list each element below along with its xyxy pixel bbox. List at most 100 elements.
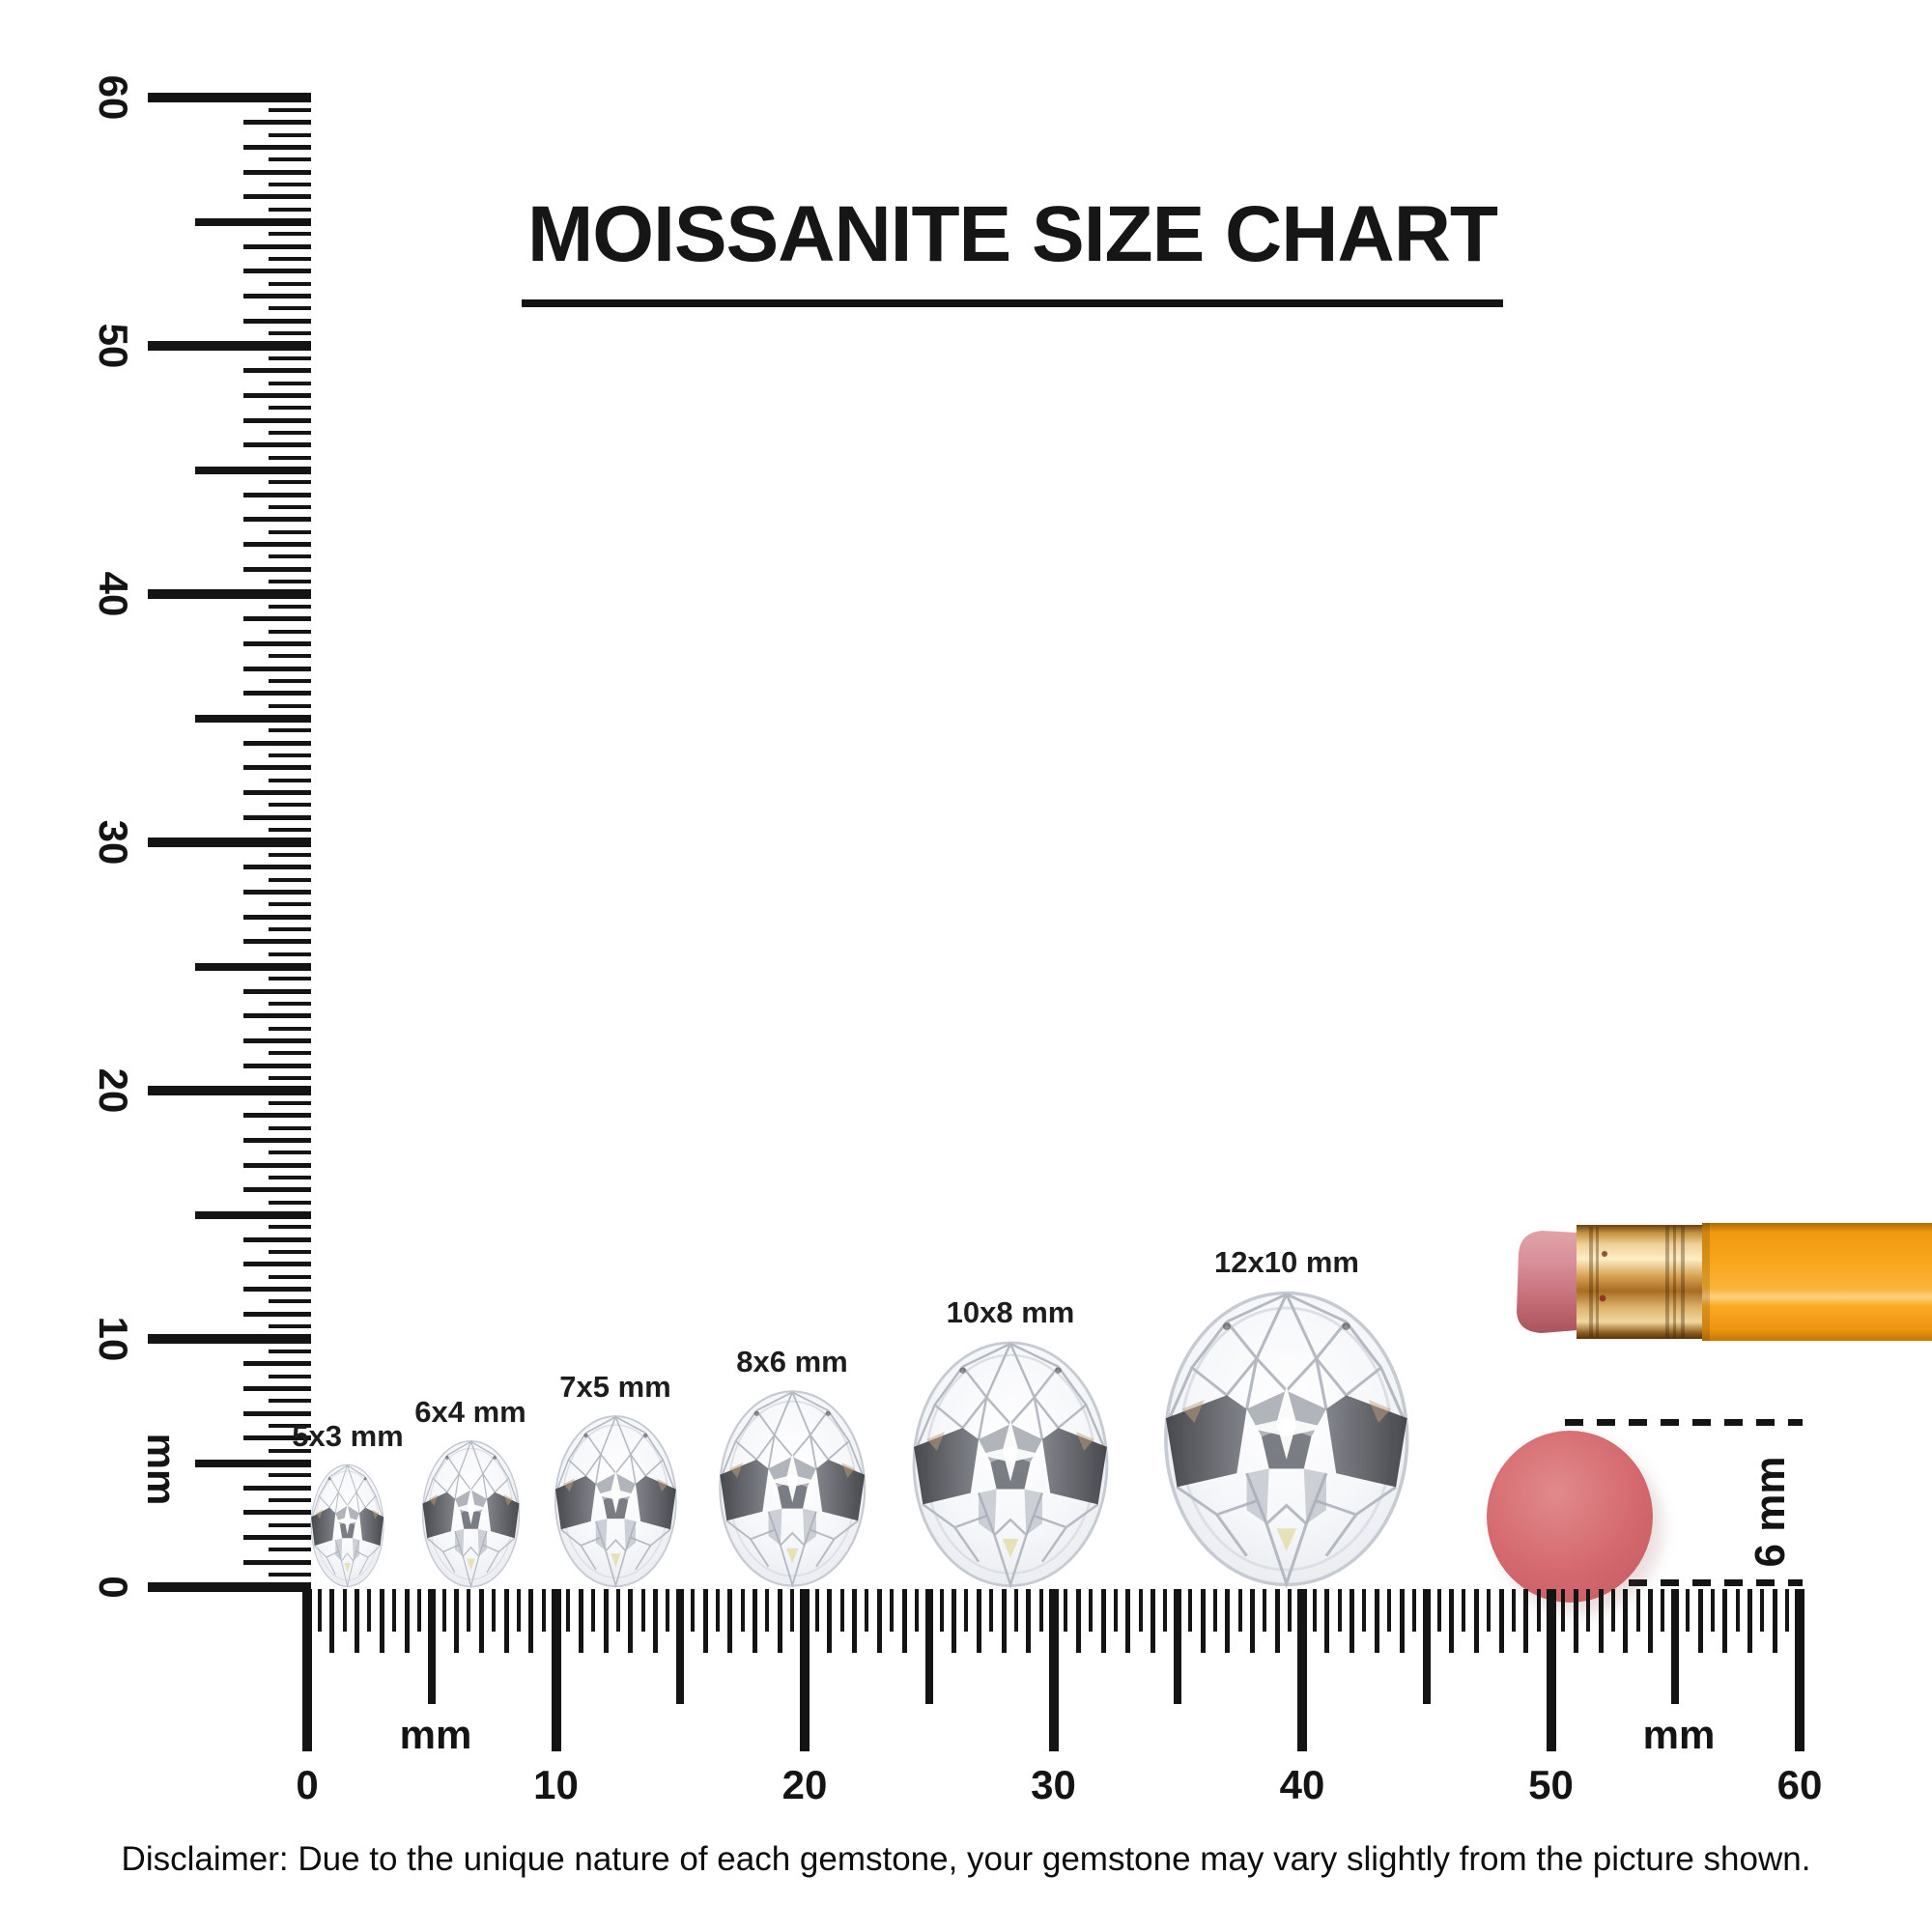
pencil-body-shadow <box>1702 1223 1710 1341</box>
h-ruler-tick <box>640 1589 645 1632</box>
v-ruler-tick <box>269 1573 311 1577</box>
h-ruler-tick <box>666 1589 670 1632</box>
v-ruler-label-60: 60 <box>91 74 136 121</box>
v-ruler-tick <box>243 765 311 771</box>
v-ruler-tick <box>269 1250 311 1255</box>
h-ruler-tick <box>427 1589 436 1704</box>
h-ruler-tick <box>1671 1589 1680 1704</box>
h-ruler-tick <box>1561 1589 1566 1632</box>
h-ruler-tick <box>1337 1589 1342 1632</box>
h-ruler-tick <box>653 1589 658 1653</box>
v-ruler-tick <box>269 182 311 186</box>
h-ruler-tick <box>1026 1589 1032 1653</box>
v-ruler-tick <box>269 803 311 808</box>
v-ruler-tick <box>269 1349 311 1353</box>
h-ruler-tick <box>628 1589 634 1653</box>
gem-size-label: 7x5 mm <box>559 1369 671 1404</box>
v-ruler-tick <box>269 1448 311 1453</box>
v-ruler-tick <box>269 952 311 956</box>
h-ruler-tick <box>1138 1589 1143 1632</box>
v-ruler-tick <box>148 93 311 102</box>
v-ruler-tick <box>148 341 311 351</box>
v-ruler-tick <box>269 703 311 708</box>
h-ruler-tick <box>1263 1589 1267 1632</box>
v-ruler-tick <box>269 480 311 485</box>
h-ruler-tick <box>1760 1589 1765 1632</box>
horizontal-ruler-unit-label-left: mm <box>399 1712 472 1757</box>
gem-icon-8x6mm <box>718 1389 867 1588</box>
h-ruler-tick <box>1125 1589 1131 1653</box>
gem-size-label: 5x3 mm <box>292 1419 404 1454</box>
h-ruler-tick <box>317 1589 322 1632</box>
v-ruler-tick <box>243 1113 311 1119</box>
v-ruler-tick <box>243 939 311 945</box>
v-ruler-tick <box>148 838 311 847</box>
h-ruler-tick <box>1511 1589 1516 1632</box>
h-ruler-tick <box>691 1589 696 1632</box>
h-ruler-tick <box>1573 1589 1578 1653</box>
h-ruler-tick <box>1536 1589 1541 1632</box>
h-ruler-tick <box>1075 1589 1081 1653</box>
h-ruler-tick <box>1312 1589 1317 1632</box>
v-ruler-tick <box>269 902 311 907</box>
h-ruler-tick <box>516 1589 521 1632</box>
v-ruler-tick <box>243 442 311 448</box>
v-ruler-tick <box>269 1522 311 1527</box>
h-ruler-tick <box>1449 1589 1454 1653</box>
h-ruler-tick <box>1362 1589 1367 1632</box>
v-ruler-tick <box>243 294 311 299</box>
h-ruler-tick <box>777 1589 782 1653</box>
pencil-body-icon <box>1702 1223 1932 1341</box>
ferrule-rivet-icon <box>1602 1251 1607 1257</box>
v-ruler-tick <box>148 1582 311 1592</box>
h-ruler-tick <box>1288 1589 1293 1632</box>
v-ruler-tick <box>243 1559 311 1565</box>
ferrule-rivet-icon <box>1599 1294 1606 1302</box>
h-ruler-tick <box>1188 1589 1193 1632</box>
h-ruler-tick <box>1795 1589 1804 1751</box>
v-ruler-tick <box>269 654 311 659</box>
h-ruler-tick <box>503 1589 509 1653</box>
v-ruler-tick <box>269 1274 311 1279</box>
v-ruler-tick <box>269 1374 311 1378</box>
h-ruler-tick <box>976 1589 981 1653</box>
v-ruler-tick <box>243 1535 311 1541</box>
h-ruler-tick <box>952 1589 956 1653</box>
h-ruler-tick <box>1200 1589 1206 1653</box>
v-ruler-tick <box>243 566 311 572</box>
gem-size-label: 8x6 mm <box>736 1345 848 1378</box>
h-ruler-tick <box>541 1589 546 1632</box>
v-ruler-tick <box>269 355 311 360</box>
v-ruler-tick <box>269 1324 311 1329</box>
v-ruler-tick <box>243 1063 311 1068</box>
gem-icon-5x3mm <box>310 1463 385 1588</box>
h-ruler-tick <box>1785 1589 1790 1632</box>
v-ruler-tick <box>269 877 311 882</box>
disclaimer-text: Disclaimer: Due to the unique nature of … <box>121 1840 1811 1878</box>
gem-size-label: 12x10 mm <box>1214 1245 1359 1279</box>
oval-gem-icon <box>554 1414 677 1587</box>
v-ruler-tick <box>243 1236 311 1242</box>
v-ruler-tick <box>243 640 311 646</box>
h-ruler-tick <box>814 1589 819 1632</box>
v-ruler-tick <box>269 1200 311 1205</box>
v-ruler-tick <box>269 306 311 311</box>
v-ruler-tick <box>243 243 311 249</box>
v-ruler-tick <box>243 889 311 895</box>
v-ruler-tick <box>269 926 311 931</box>
v-ruler-label-30: 30 <box>91 819 136 866</box>
h-ruler-tick <box>865 1589 869 1632</box>
h-ruler-tick <box>1498 1589 1504 1653</box>
v-ruler-tick <box>148 589 311 599</box>
h-ruler-tick <box>1212 1589 1217 1632</box>
gem-icon-6x4mm <box>421 1439 521 1589</box>
v-ruler-tick <box>243 1361 311 1367</box>
h-ruler-tick <box>852 1589 857 1653</box>
h-ruler-tick <box>1661 1589 1665 1632</box>
v-ruler-tick <box>243 666 311 671</box>
h-ruler-tick <box>615 1589 620 1632</box>
h-ruler-tick <box>1487 1589 1492 1632</box>
v-ruler-tick <box>269 132 311 137</box>
v-ruler-tick <box>269 604 311 609</box>
v-ruler-tick <box>243 144 311 150</box>
